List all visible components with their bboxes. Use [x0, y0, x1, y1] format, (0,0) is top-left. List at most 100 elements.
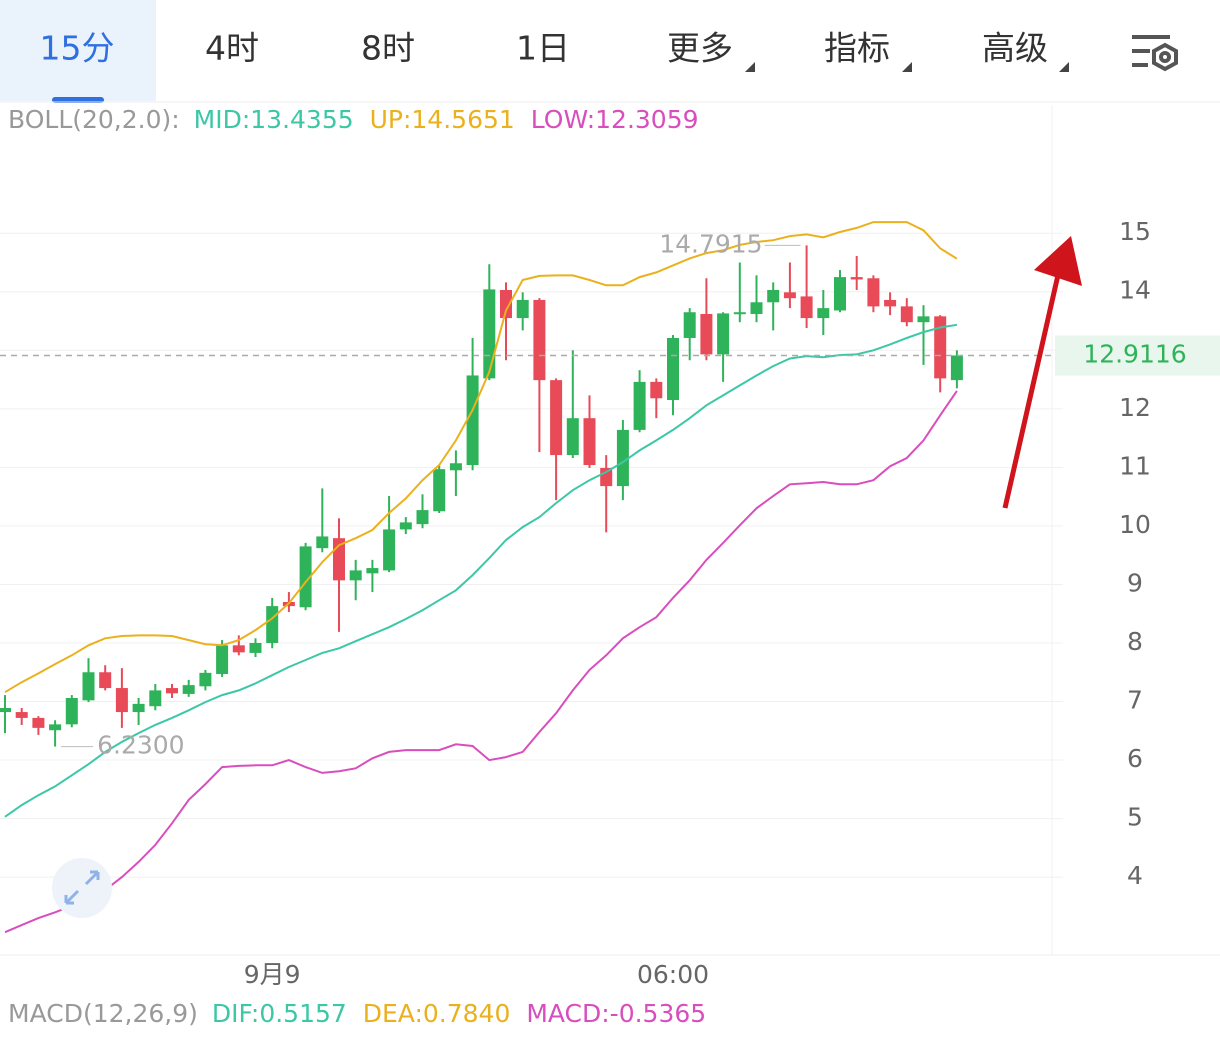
candle-body	[166, 688, 178, 694]
candle-body	[115, 688, 128, 713]
candle-body	[566, 418, 579, 456]
candle-body	[516, 299, 529, 319]
grid: 4567891011121314159月906:00	[0, 217, 1151, 989]
tab[interactable]: 指标	[824, 29, 890, 68]
y-tick-label: 14	[1119, 276, 1151, 305]
candle-body	[49, 724, 62, 731]
boll-legend: BOLL(20,2.0): MID:13.4355 UP:14.5651 LOW…	[8, 105, 699, 134]
selected-tab-bg	[0, 0, 156, 101]
expand-button[interactable]	[52, 858, 112, 918]
candle-body	[266, 606, 279, 643]
candle-body	[15, 712, 28, 718]
candle-body	[316, 536, 329, 549]
candle-body	[633, 381, 646, 430]
candle-body	[383, 529, 396, 571]
candle-body	[750, 302, 763, 314]
y-tick-label: 9	[1127, 568, 1143, 597]
tab[interactable]: 1日	[516, 29, 570, 68]
candle-body	[550, 380, 563, 456]
boll-line	[4, 221, 958, 694]
dropdown-caret	[902, 62, 912, 72]
candle-body	[149, 690, 162, 707]
candle-body	[216, 645, 229, 675]
candle-body	[683, 312, 696, 338]
legend-item: MACD:-0.5365	[526, 999, 706, 1028]
y-tick-label: 5	[1127, 803, 1143, 832]
legend-title: MACD(12,26,9)	[8, 999, 198, 1028]
tab[interactable]: 更多	[667, 29, 733, 68]
y-tick-label: 8	[1127, 627, 1143, 656]
candle-body	[850, 277, 863, 280]
macd-legend: MACD(12,26,9) DIF:0.5157 DEA:0.7840 MACD…	[8, 999, 706, 1028]
candle-body	[817, 308, 830, 319]
y-tick-label: 6	[1127, 744, 1143, 773]
legend-item: LOW:12.3059	[531, 105, 699, 134]
y-tick-label: 7	[1127, 686, 1143, 715]
legend-title: BOLL(20,2.0):	[8, 105, 180, 134]
candle-body	[783, 292, 796, 299]
candle-body	[500, 289, 512, 319]
low-annotation: 6.2300	[97, 731, 184, 760]
candle-body	[349, 570, 362, 581]
candle-body	[533, 299, 546, 381]
candle-body	[32, 717, 45, 728]
tab[interactable]: 15分	[40, 29, 115, 68]
dropdown-caret	[1059, 62, 1069, 72]
candle-body	[900, 306, 913, 323]
candle-body	[0, 707, 11, 713]
candle-body	[65, 698, 78, 725]
candle-body	[583, 418, 596, 466]
candle-body	[616, 429, 629, 487]
candle-body	[82, 672, 95, 701]
candle-body	[249, 642, 262, 653]
candle-body	[717, 313, 730, 355]
candle-body	[834, 277, 846, 311]
legend-item: DIF:0.5157	[212, 999, 347, 1028]
candle-body	[199, 672, 212, 687]
candle-body	[917, 316, 930, 323]
settings-icon[interactable]	[1132, 35, 1178, 72]
legend-item: UP:14.5651	[370, 105, 515, 134]
candle-body	[299, 546, 312, 608]
candle-body	[483, 289, 496, 379]
tab[interactable]: 8时	[361, 29, 415, 68]
y-tick-label: 10	[1119, 510, 1151, 539]
candle-body	[700, 313, 713, 355]
legend-item: MID:13.4355	[194, 105, 354, 134]
y-tick-label: 4	[1127, 861, 1143, 890]
candle-body	[733, 312, 746, 315]
candle-body	[466, 375, 479, 466]
candle-body	[366, 568, 379, 574]
y-tick-label: 11	[1119, 451, 1151, 480]
tab[interactable]: 4时	[205, 29, 259, 68]
candle-body	[232, 645, 245, 653]
candle-body	[399, 522, 412, 530]
plot: 12.9116 14.7915 6.2300	[0, 221, 1220, 934]
drawn-arrow	[1002, 236, 1082, 509]
x-tick-label: 9月9	[244, 960, 301, 989]
y-tick-label: 15	[1119, 217, 1151, 246]
boll-line	[4, 323, 958, 818]
last-price-label: 12.9116	[1083, 339, 1186, 368]
candle-body	[416, 510, 429, 525]
candle-body	[433, 469, 446, 512]
x-tick-label: 06:00	[637, 960, 709, 989]
candle-body	[449, 463, 462, 471]
dropdown-caret	[745, 62, 755, 72]
candle-body	[767, 289, 780, 303]
tab-bar: 15分 4时 8时 1日 更多 指标 高级	[0, 0, 1220, 103]
tab[interactable]: 高级	[982, 29, 1048, 68]
candle-body	[884, 299, 897, 307]
candle-body	[667, 337, 679, 401]
high-annotation: 14.7915	[659, 229, 762, 258]
boll-line	[4, 390, 958, 934]
candle-body	[800, 296, 813, 319]
legend-item: DEA:0.7840	[363, 999, 511, 1028]
candle-body	[132, 703, 145, 713]
y-tick-label: 12	[1119, 393, 1151, 422]
candle-body	[182, 685, 195, 694]
candle-body	[934, 316, 947, 379]
candle-body	[650, 381, 663, 399]
